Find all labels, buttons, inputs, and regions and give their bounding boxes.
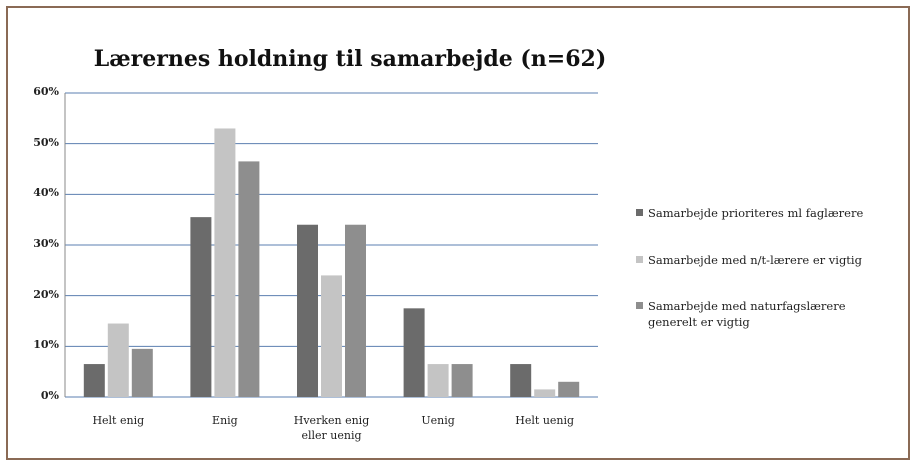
bar [427,364,449,397]
x-tick-label: Uenig [421,414,455,427]
chart-title: Lærernes holdning til samarbejde (n=62) [93,46,607,72]
y-tick-label: 30% [33,237,59,250]
bar [558,381,580,397]
bar [510,364,532,397]
bar [534,389,556,397]
bar [190,217,212,397]
legend-label: Samarbejde prioriteres ml faglærere [648,206,864,220]
legend-swatch [636,209,643,216]
legend-swatch [636,256,643,263]
frame [6,6,910,460]
bar [451,364,473,397]
legend-entry: Samarbejde med n/t-lærere er vigtig [636,252,898,268]
x-tick-label: Helt uenig [515,414,575,427]
x-tick-label: Hverken enig eller uenig [293,414,370,442]
bar [403,308,425,397]
bar [345,224,366,397]
y-tick-label: 60% [33,85,59,98]
x-tick-label: Enig [212,414,238,427]
bar [214,128,236,397]
bar [131,348,153,397]
y-tick-label: 50% [33,135,59,149]
y-tick-label: 20% [33,287,59,301]
bar [107,323,129,397]
legend-entry: Samarbejde prioriteres ml faglærere [636,205,898,221]
legend-entry: Samarbejde med naturfagslærere generelt … [636,298,898,330]
x-tick-label: Helt enig [92,414,145,427]
y-tick-label: 40% [33,186,59,200]
legend-label: Samarbejde med n/t-lærere er vigtig [648,253,862,267]
legend-label: Samarbejde med naturfagslærere generelt … [648,299,846,329]
legend-swatch [636,302,643,309]
bar [297,224,318,397]
bar [83,364,105,397]
y-tick-label: 10% [33,338,59,352]
bar [238,161,260,397]
bar [321,275,342,397]
y-tick-label: 0% [40,389,59,402]
